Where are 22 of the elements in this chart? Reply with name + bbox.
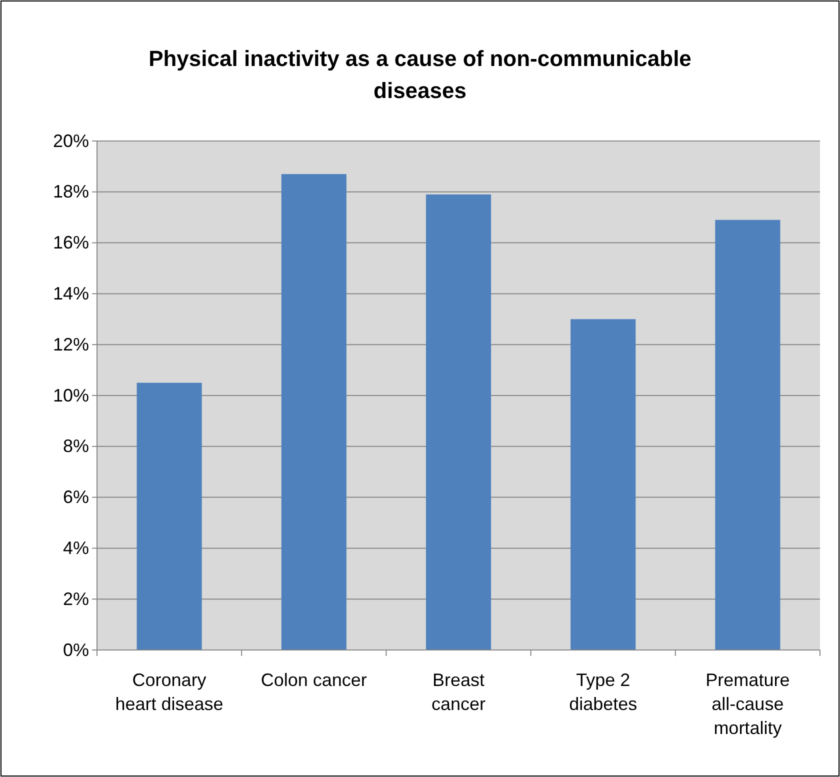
x-tick-label: Type 2 diabetes bbox=[569, 670, 638, 714]
y-tick-label: 18% bbox=[52, 182, 89, 202]
y-tick-label: 2% bbox=[62, 588, 89, 609]
bar bbox=[426, 194, 492, 650]
x-tick-label: Breast cancer bbox=[431, 670, 486, 714]
x-tick-label: Coronary heart disease bbox=[115, 670, 224, 714]
y-tick-label: 14% bbox=[52, 283, 89, 304]
chart-title: Physical inactivity as a cause of non-communicable diseases bbox=[148, 46, 692, 103]
y-tick-label: 20% bbox=[52, 130, 89, 151]
y-tick-label: 8% bbox=[62, 436, 89, 456]
x-tick-label: Premature all-cause mortality bbox=[706, 670, 790, 738]
bar bbox=[281, 174, 346, 650]
y-tick-label: 6% bbox=[62, 487, 89, 508]
x-tick-label: Colon cancer bbox=[260, 670, 367, 690]
y-tick-label: 10% bbox=[52, 385, 89, 406]
y-tick-label: 0% bbox=[62, 640, 89, 660]
bar bbox=[136, 382, 202, 650]
y-tick-label: 4% bbox=[62, 538, 89, 558]
bar bbox=[570, 319, 636, 650]
y-tick-label: 16% bbox=[52, 232, 89, 253]
y-tick-label: 12% bbox=[52, 334, 89, 354]
bar bbox=[715, 220, 780, 650]
